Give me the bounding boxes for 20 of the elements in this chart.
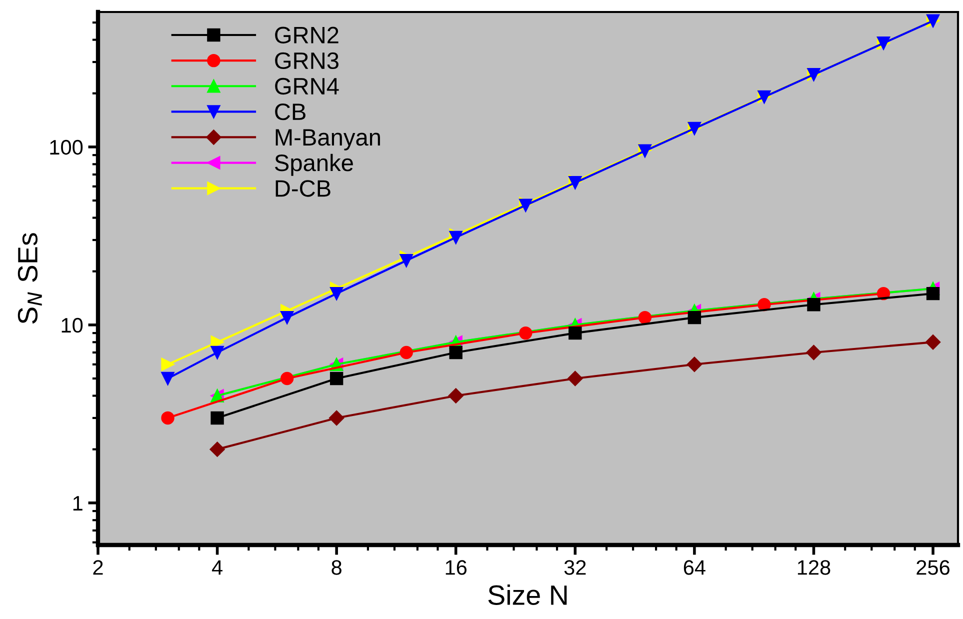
x-tick-label: 8: [332, 560, 342, 575]
legend-label: D-CB: [276, 180, 330, 197]
x-tick-label: 4: [212, 560, 222, 575]
x-tick-label: 128: [798, 560, 830, 575]
y-tick-label: 100: [50, 140, 83, 155]
x-tick-label: 16: [446, 560, 467, 575]
legend-label: GRN2: [275, 26, 338, 44]
legend-label: CB: [275, 103, 306, 120]
legend-label: M-Banyan: [276, 129, 380, 150]
x-tick-label: 2: [93, 560, 103, 575]
x-tick-label: 32: [564, 560, 586, 575]
legend-label: GRN4: [275, 78, 339, 95]
x-axis-title: Size N: [488, 584, 567, 605]
y-tick-label: 10: [62, 318, 83, 333]
y-tick-label: 1: [73, 496, 82, 510]
legend-label: GRN3: [275, 52, 338, 70]
x-tick-label: 256: [916, 560, 950, 575]
y-axis-title: S$_{N}$ SEs: [18, 233, 42, 324]
legend-label: Spanke: [274, 154, 353, 176]
x-tick-label: 64: [684, 560, 706, 575]
